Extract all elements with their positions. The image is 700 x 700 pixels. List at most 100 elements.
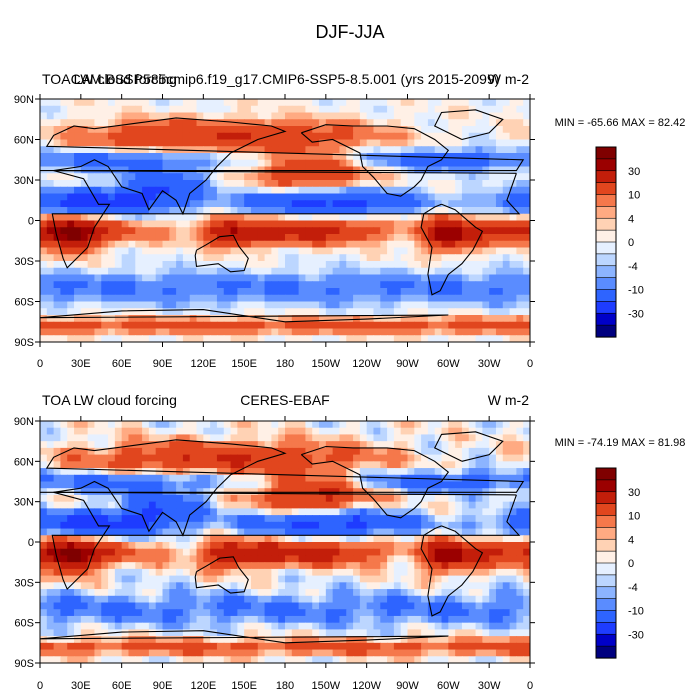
field-cell xyxy=(366,328,375,336)
field-cell xyxy=(278,315,286,323)
field-cell xyxy=(94,261,102,269)
field-cell xyxy=(257,308,266,316)
field-cell xyxy=(380,427,388,436)
field-cell xyxy=(230,441,238,449)
field-cell xyxy=(40,240,48,249)
field-cell xyxy=(40,234,48,242)
field-cell xyxy=(162,542,170,550)
field-cell xyxy=(400,227,409,235)
field-cell xyxy=(196,207,204,215)
field-cell xyxy=(475,153,483,161)
field-cell xyxy=(339,447,347,456)
field-cell xyxy=(448,595,456,604)
field-cell xyxy=(427,220,436,228)
field-cell xyxy=(298,535,307,543)
field-cell xyxy=(40,180,48,188)
field-cell xyxy=(461,609,470,617)
field-cell xyxy=(339,421,347,429)
field-cell xyxy=(128,441,136,449)
field-cell xyxy=(461,582,470,590)
field-cell xyxy=(319,427,327,436)
field-cell xyxy=(523,193,530,201)
field-cell xyxy=(135,294,143,303)
field-cell xyxy=(278,213,286,222)
field-cell xyxy=(448,629,456,637)
field-cell xyxy=(489,119,497,127)
field-cell xyxy=(421,227,429,235)
field-cell xyxy=(250,454,259,462)
field-cell xyxy=(128,615,136,624)
field-cell xyxy=(407,294,415,303)
field-cell xyxy=(427,294,436,303)
field-cell xyxy=(87,474,96,483)
field-cell xyxy=(448,528,456,536)
field-cell xyxy=(495,159,504,168)
field-cell xyxy=(67,595,75,604)
field-cell xyxy=(387,548,395,557)
field-cell xyxy=(339,515,347,523)
field-cell xyxy=(40,595,48,604)
field-cell xyxy=(373,247,381,255)
field-cell xyxy=(128,461,136,469)
field-cell xyxy=(244,568,252,577)
field-cell xyxy=(312,508,320,516)
field-cell xyxy=(353,474,361,483)
field-cell xyxy=(176,555,184,563)
field-cell xyxy=(509,461,517,469)
field-cell xyxy=(237,548,245,557)
field-cell xyxy=(40,461,48,469)
field-cell xyxy=(387,139,395,147)
field-cell xyxy=(216,213,225,222)
field-cell xyxy=(278,501,286,509)
field-cell xyxy=(387,622,395,630)
field-cell xyxy=(114,153,123,161)
colorbar-frame xyxy=(595,146,617,338)
field-cell xyxy=(291,321,300,330)
field-cell xyxy=(108,254,116,262)
field-cell xyxy=(176,186,184,195)
field-cell xyxy=(210,112,218,120)
field-cell xyxy=(359,521,368,530)
field-cell xyxy=(434,227,443,235)
field-cell xyxy=(53,153,62,161)
field-cell xyxy=(148,146,157,154)
field-cell xyxy=(489,548,497,557)
field-cell xyxy=(169,227,177,235)
field-cell xyxy=(244,186,252,195)
field-cell xyxy=(53,582,62,590)
field-cell xyxy=(155,562,164,570)
field-cell xyxy=(114,200,123,208)
field-cell xyxy=(475,589,483,597)
field-cell xyxy=(455,207,463,215)
field-cell xyxy=(230,261,238,269)
field-cell xyxy=(203,274,211,282)
field-cell xyxy=(210,328,218,336)
field-cell xyxy=(332,153,341,161)
field-cell xyxy=(373,602,381,610)
field-cell xyxy=(176,288,184,296)
field-cell xyxy=(169,99,177,107)
field-cell xyxy=(210,434,218,442)
field-cell xyxy=(223,139,232,147)
field-cell xyxy=(60,548,68,557)
field-cell xyxy=(128,481,136,489)
field-cell xyxy=(128,622,136,630)
field-cell xyxy=(359,139,368,147)
field-cell xyxy=(291,153,300,161)
field-cell xyxy=(46,427,55,436)
field-cell xyxy=(434,146,443,154)
field-cell xyxy=(400,582,409,590)
field-cell xyxy=(475,528,483,536)
field-cell xyxy=(489,139,497,147)
field-cell xyxy=(189,328,198,336)
field-cell xyxy=(176,548,184,557)
field-cell xyxy=(74,186,82,195)
field-cell xyxy=(121,213,130,222)
field-cell xyxy=(353,240,361,249)
field-cell xyxy=(87,294,96,303)
field-cell xyxy=(319,105,327,114)
field-cell xyxy=(244,159,252,168)
field-cell xyxy=(468,615,477,624)
field-cell xyxy=(80,267,89,276)
field-cell xyxy=(264,528,272,536)
